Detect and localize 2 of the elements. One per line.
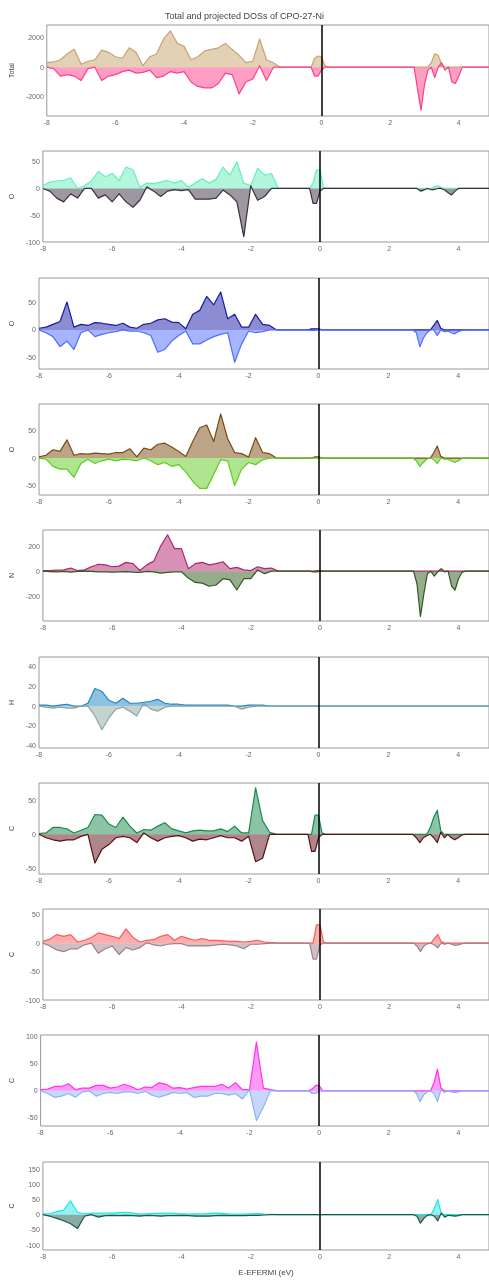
x-axis-title: E-EFERMI (eV) <box>238 1267 295 1277</box>
chart-title: Total and projected DOSs of CPO-27-Ni <box>164 10 325 21</box>
